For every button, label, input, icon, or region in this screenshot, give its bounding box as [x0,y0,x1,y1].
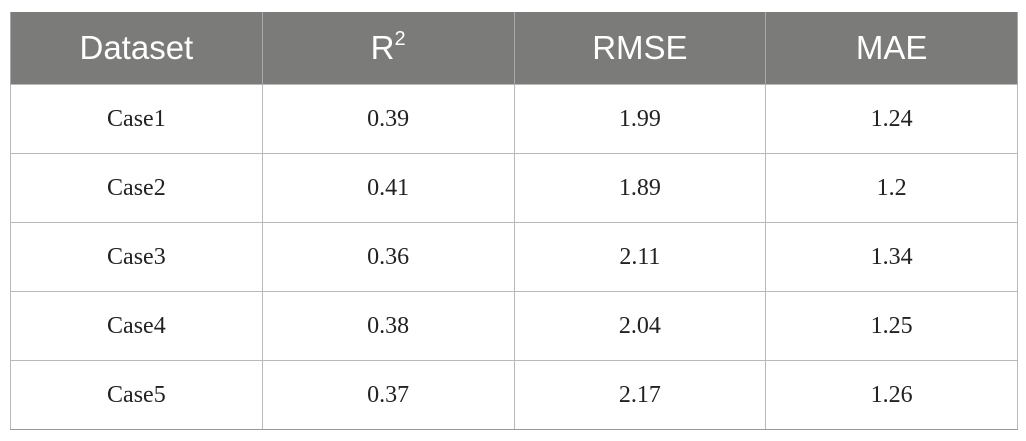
results-table-container: Dataset R2 RMSE MAE Case1 0.39 1.99 1.24… [10,12,1018,430]
cell-rmse: 2.04 [513,291,767,361]
header-dataset: Dataset [10,12,263,85]
cell-mae: 1.2 [765,153,1018,223]
cell-dataset: Case2 [10,153,263,223]
header-rmse: RMSE [513,12,767,85]
header-row: Dataset R2 RMSE MAE [10,12,1018,85]
cell-r-squared: 0.37 [261,360,515,430]
cell-rmse: 1.89 [513,153,767,223]
cell-mae: 1.25 [765,291,1018,361]
cell-dataset: Case1 [10,84,263,154]
cell-rmse: 2.17 [513,360,767,430]
header-mae: MAE [765,12,1018,85]
table-row: Case1 0.39 1.99 1.24 [10,84,1018,154]
table-row: Case2 0.41 1.89 1.2 [10,153,1018,223]
cell-rmse: 1.99 [513,84,767,154]
cell-dataset: Case3 [10,222,263,292]
cell-r-squared: 0.36 [261,222,515,292]
table-row: Case4 0.38 2.04 1.25 [10,291,1018,361]
cell-r-squared: 0.38 [261,291,515,361]
results-table: Dataset R2 RMSE MAE Case1 0.39 1.99 1.24… [10,12,1018,430]
superscript-2: 2 [394,28,406,50]
cell-dataset: Case5 [10,360,263,430]
cell-r-squared: 0.41 [261,153,515,223]
cell-dataset: Case4 [10,291,263,361]
cell-mae: 1.26 [765,360,1018,430]
table-header: Dataset R2 RMSE MAE [10,12,1018,85]
cell-mae: 1.24 [765,84,1018,154]
table-row: Case3 0.36 2.11 1.34 [10,222,1018,292]
cell-mae: 1.34 [765,222,1018,292]
table-row: Case5 0.37 2.17 1.26 [10,360,1018,430]
cell-rmse: 2.11 [513,222,767,292]
header-r-squared: R2 [261,12,515,85]
table-body: Case1 0.39 1.99 1.24 Case2 0.41 1.89 1.2… [10,84,1018,430]
cell-r-squared: 0.39 [261,84,515,154]
